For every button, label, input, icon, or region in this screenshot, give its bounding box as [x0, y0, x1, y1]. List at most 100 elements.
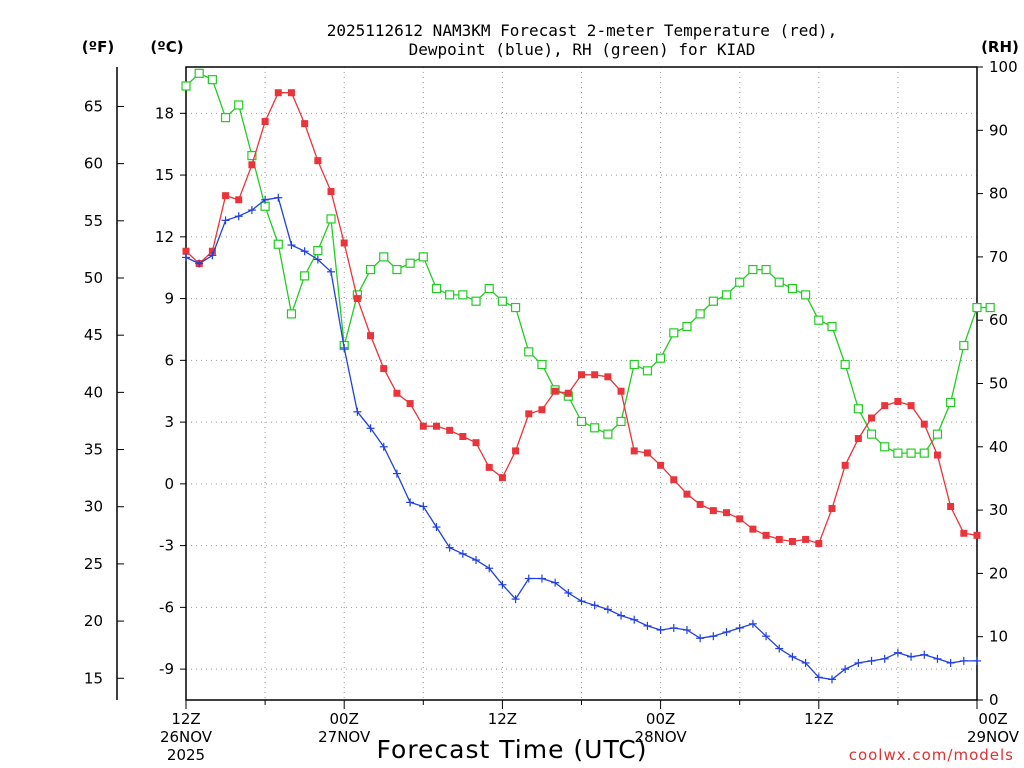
- dewpoint-point: [419, 502, 428, 511]
- dewpoint-point: [630, 615, 639, 624]
- rh-point: [590, 423, 600, 433]
- temperature-point: [775, 535, 783, 543]
- x-tick-label: 12Z: [804, 710, 833, 728]
- rh-point: [642, 366, 653, 376]
- dewpoint-point: [247, 206, 256, 215]
- dewpoint-point: [973, 656, 981, 665]
- dewpoint-point: [893, 648, 902, 657]
- temperature-point: [947, 502, 955, 510]
- temperature-point: [643, 449, 651, 457]
- rh-point: [880, 442, 890, 452]
- temperature-point: [446, 426, 454, 434]
- rh-point: [510, 302, 521, 313]
- temperature-point: [208, 247, 216, 255]
- x-tick-date-label: 29NOV: [967, 728, 1020, 746]
- x-tick-year-label: 2025: [167, 746, 205, 764]
- dewpoint-point: [274, 193, 283, 202]
- rh-tick-label: 50: [989, 375, 1008, 393]
- rh-point: [906, 448, 916, 458]
- dewpoint-point: [366, 424, 375, 433]
- temperature-point: [261, 118, 269, 126]
- temperature-point: [287, 89, 295, 97]
- credit-text: coolwx.com/models: [849, 746, 1014, 764]
- dewpoint-point: [195, 259, 204, 268]
- rh-point: [919, 448, 929, 458]
- rh-point: [801, 290, 811, 300]
- rh-point: [985, 302, 995, 313]
- rh-point: [708, 296, 718, 306]
- rh-point: [616, 416, 626, 427]
- axes: 65605550454035302520151815129630-3-6-910…: [84, 58, 1020, 764]
- dewpoint-point: [656, 626, 665, 635]
- temperature-point: [353, 295, 361, 303]
- dewpoint-point: [696, 634, 705, 643]
- chart-title-line2: Dewpoint (blue), RH (green) for KIAD: [409, 40, 756, 59]
- rh-point: [326, 214, 336, 224]
- rh-point: [405, 258, 415, 268]
- temperature-point: [762, 531, 770, 539]
- rh-point: [181, 81, 191, 91]
- dewpoint-point: [867, 656, 876, 665]
- rh-point: [827, 321, 837, 332]
- rh-point: [537, 359, 547, 370]
- dewpoint-point: [379, 442, 388, 451]
- rh-line: [185, 72, 991, 454]
- celsius-tick-label: 6: [164, 351, 174, 369]
- dewpoint-point: [511, 595, 520, 604]
- rh-point: [392, 264, 402, 275]
- temperature-point: [393, 389, 401, 397]
- dewpoint-point: [458, 549, 467, 558]
- temperature-point: [788, 537, 796, 545]
- temperature-point: [604, 373, 612, 381]
- temperature-point: [617, 387, 625, 395]
- temperature-point: [591, 371, 599, 379]
- rh-point: [814, 315, 824, 325]
- rh-point: [379, 252, 389, 262]
- temperature-point: [301, 120, 309, 128]
- temperature-point: [222, 192, 230, 200]
- fahrenheit-tick-label: 65: [84, 97, 103, 115]
- rh-point: [932, 429, 943, 439]
- dewpoint-point: [287, 241, 296, 250]
- temperature-point: [683, 490, 691, 498]
- dewpoint-point: [814, 673, 823, 682]
- rh-point: [840, 359, 850, 370]
- rh-tick-label: 70: [989, 248, 1008, 266]
- dewpoint-point: [682, 626, 691, 635]
- rh-point: [787, 283, 798, 294]
- rh-point: [484, 283, 494, 294]
- rh-point: [893, 448, 903, 458]
- rh-tick-label: 40: [989, 438, 1008, 456]
- rh-point: [458, 290, 468, 300]
- rh-point: [247, 151, 257, 161]
- rh-point: [853, 404, 863, 414]
- temperature-point: [419, 422, 427, 430]
- fahrenheit-tick-label: 50: [84, 269, 103, 287]
- rh-point: [774, 277, 784, 287]
- dewpoint-point: [827, 675, 836, 684]
- dewpoint-point: [801, 658, 810, 667]
- dewpoint-point: [327, 267, 336, 276]
- temperature-point: [327, 188, 335, 196]
- temperature-point: [696, 500, 704, 508]
- x-axis-label: Forecast Time (UTC): [377, 735, 648, 764]
- temperature-point: [802, 535, 810, 543]
- dewpoint-point: [472, 556, 481, 565]
- dewpoint-point: [551, 578, 560, 587]
- rh-tick-label: 10: [989, 628, 1008, 646]
- rh-tick-label: 90: [989, 121, 1008, 139]
- dewpoint-point: [261, 195, 270, 204]
- temperature-point: [432, 422, 440, 430]
- rh-point: [194, 68, 204, 78]
- dewpoint-point: [946, 658, 955, 667]
- rh-point: [576, 416, 587, 427]
- temperature-point: [854, 435, 862, 443]
- rh-point: [682, 321, 692, 332]
- temperature-point: [709, 507, 717, 515]
- temperature-point: [367, 332, 375, 340]
- temperature-point: [973, 531, 981, 539]
- temperature-point: [933, 451, 941, 459]
- rh-point: [866, 429, 877, 439]
- dewpoint-point: [643, 621, 652, 630]
